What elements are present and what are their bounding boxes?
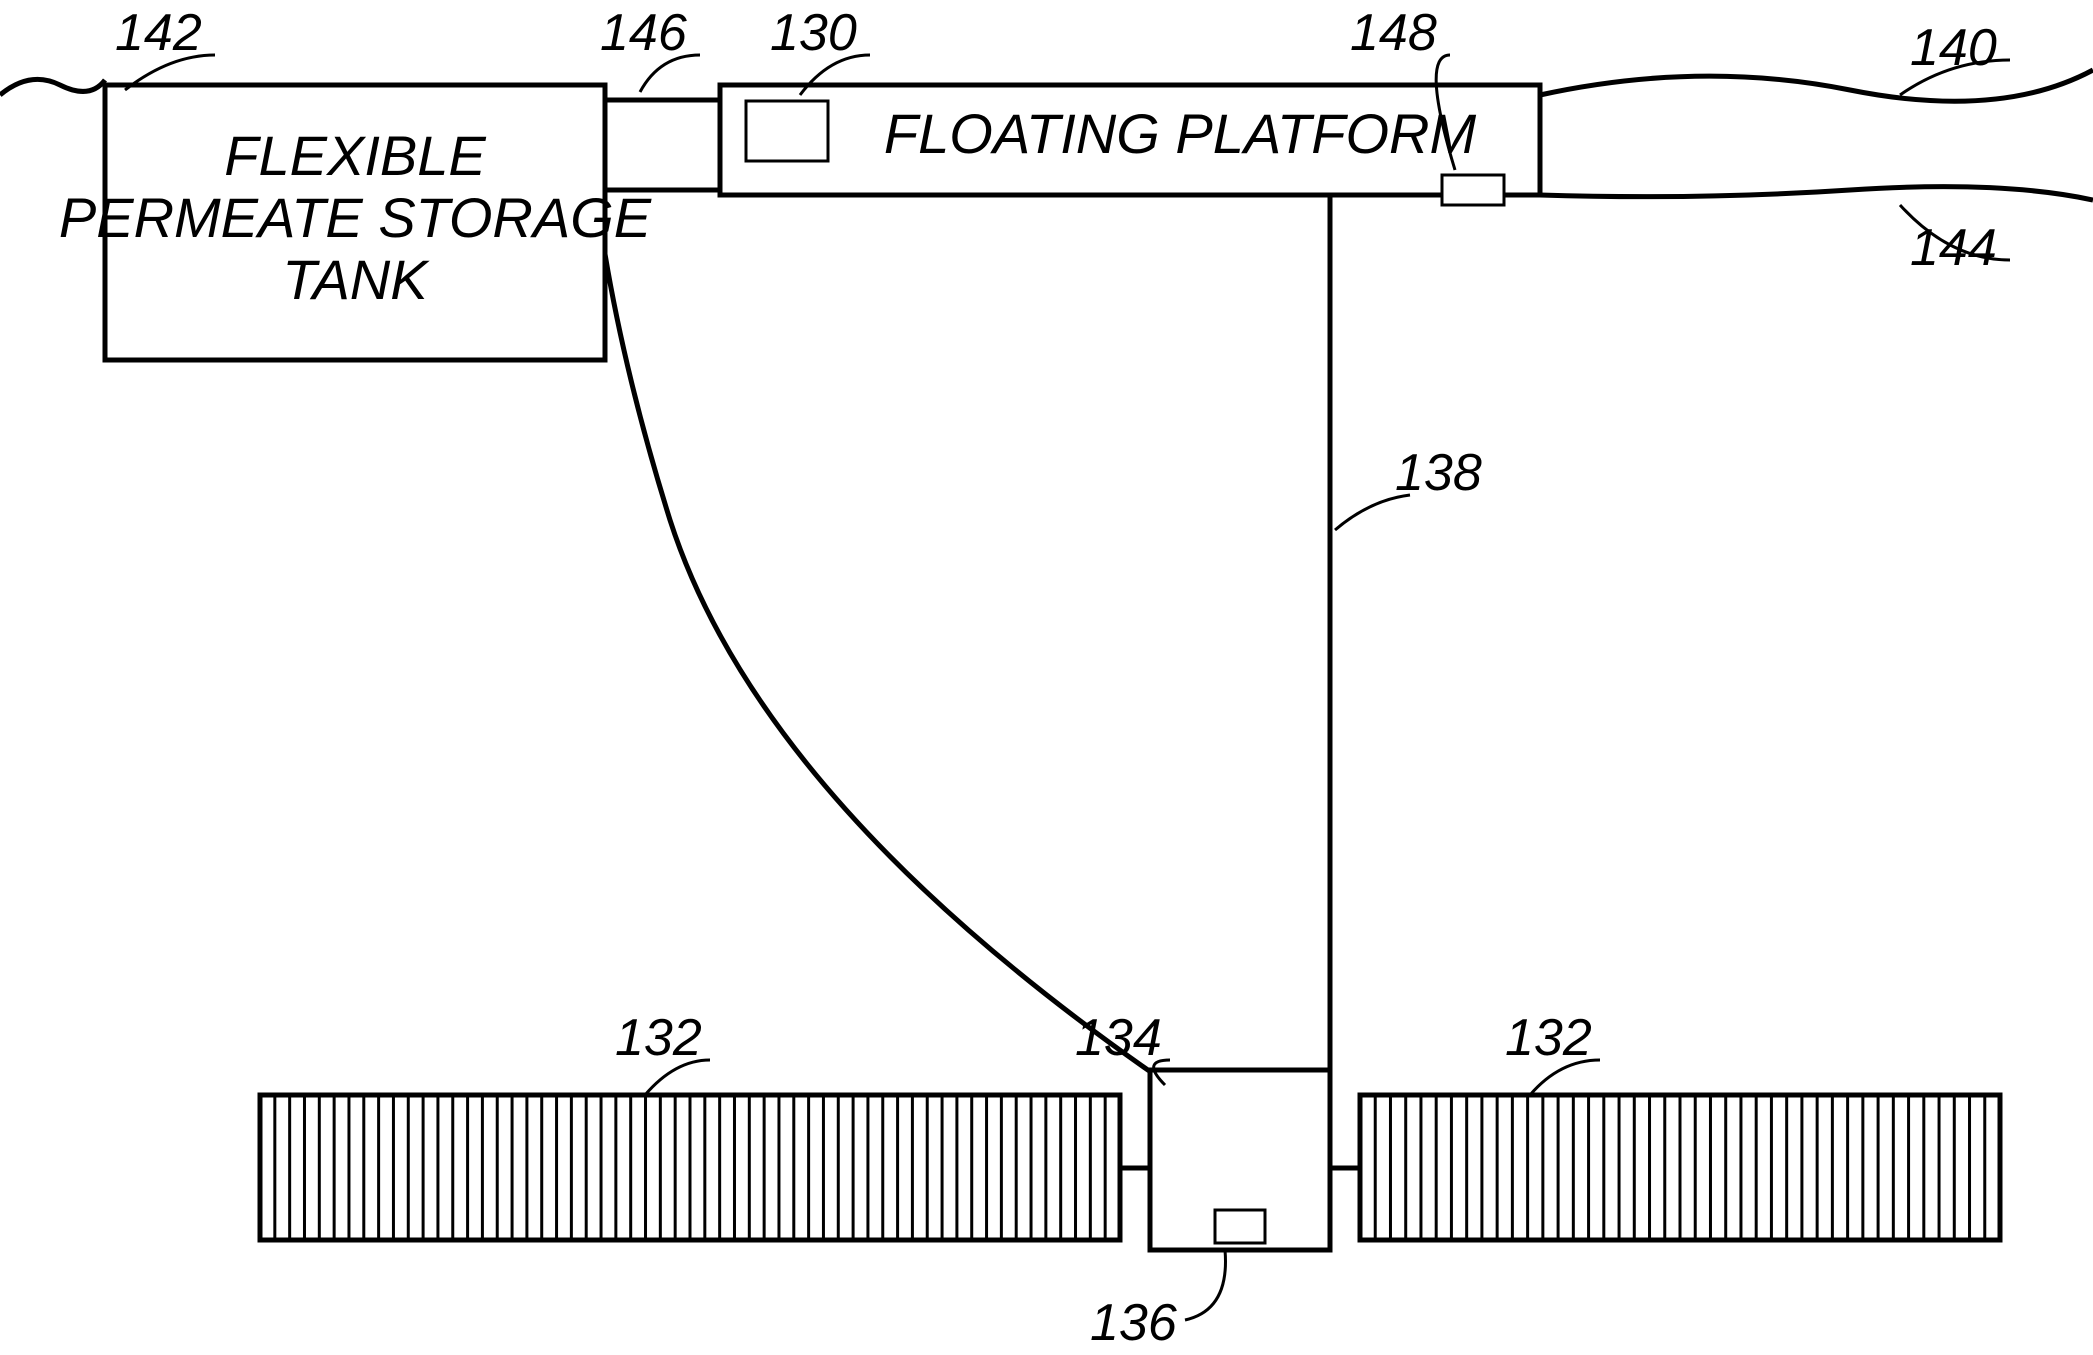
ref-132L: 132 <box>615 1009 702 1067</box>
waterline-mid-right <box>1540 187 2093 200</box>
membrane-right-132 <box>1360 1095 2000 1240</box>
tank-label-line-0: FLEXIBLE <box>224 124 486 187</box>
ref-138: 138 <box>1395 444 1482 502</box>
waterline-top-left <box>0 79 105 95</box>
box-136 <box>1215 1210 1265 1243</box>
membrane-left-132 <box>260 1095 1120 1240</box>
ref-132R: 132 <box>1505 1009 1592 1067</box>
box-148 <box>1442 175 1504 205</box>
ref-142: 142 <box>115 4 202 62</box>
platform-label: FLOATING PLATFORM <box>884 102 1477 165</box>
waterline-top-right <box>1540 70 2093 101</box>
tank-label-line-1: PERMEATE STORAGE <box>59 186 652 249</box>
box-130 <box>746 101 828 161</box>
ref-148: 148 <box>1350 4 1437 62</box>
ref-hook-136 <box>1185 1250 1226 1320</box>
ref-146: 146 <box>600 4 687 62</box>
tether-line <box>600 222 1155 1075</box>
ref-144: 144 <box>1910 219 1997 277</box>
ref-134: 134 <box>1075 1009 1162 1067</box>
ref-140: 140 <box>1910 19 1997 77</box>
tank-label-line-2: TANK <box>282 248 430 311</box>
ref-136: 136 <box>1090 1294 1177 1352</box>
ref-130: 130 <box>770 4 857 62</box>
